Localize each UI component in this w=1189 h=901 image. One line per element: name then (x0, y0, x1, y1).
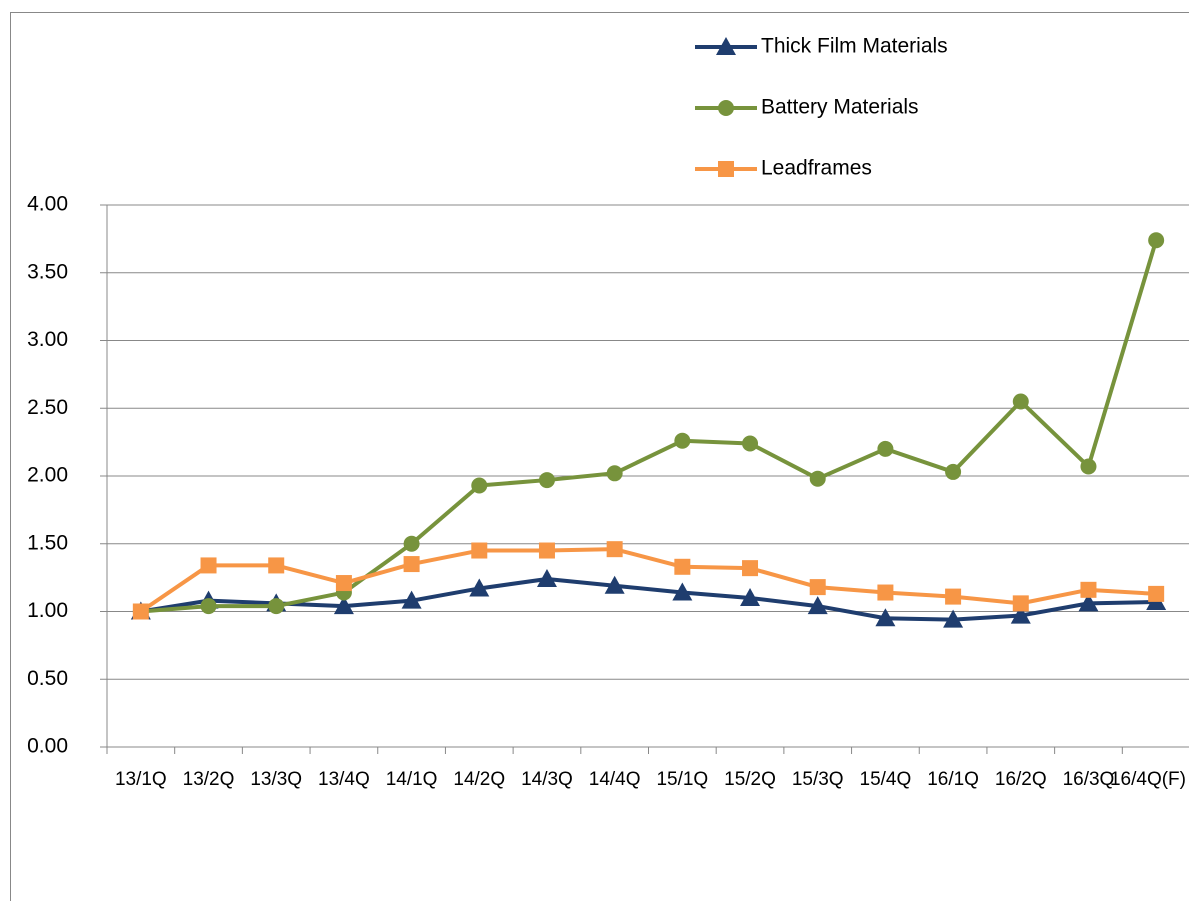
y-tick-label: 3.50 (27, 260, 68, 283)
x-tick-label: 14/1Q (386, 769, 438, 790)
point (200, 557, 217, 574)
point (672, 582, 693, 601)
point (132, 603, 149, 620)
point (538, 472, 555, 489)
point (403, 535, 420, 552)
point (742, 435, 759, 452)
point (606, 465, 623, 482)
x-tick-label: 15/3Q (792, 769, 844, 790)
point (809, 579, 826, 596)
legend-label: Leadframes (761, 157, 872, 180)
point (809, 470, 826, 487)
point (268, 557, 285, 574)
series-line (139, 547, 1157, 614)
point (1012, 595, 1029, 612)
legend-marker (718, 100, 734, 116)
x-tick-label: 14/3Q (521, 769, 573, 790)
point (333, 596, 354, 615)
legend-marker (718, 161, 734, 177)
point (403, 556, 420, 573)
x-tick-label: 13/2Q (183, 769, 235, 790)
y-tick-label: 2.50 (27, 396, 68, 419)
point (1080, 458, 1097, 475)
y-tick-label: 0.50 (27, 667, 68, 690)
point (268, 598, 285, 615)
point (401, 590, 422, 609)
x-tick-label: 15/4Q (860, 769, 912, 790)
point (1148, 585, 1165, 602)
point (538, 542, 555, 559)
point (536, 568, 557, 587)
series-line (140, 576, 1157, 622)
point (945, 588, 962, 605)
point (740, 587, 761, 606)
point (945, 463, 962, 480)
x-tick-label: 16/3Q (1063, 769, 1115, 790)
x-tick-label: 15/1Q (656, 769, 708, 790)
legend-label: Thick Film Materials (761, 35, 948, 58)
x-tick-label: 13/3Q (250, 769, 302, 790)
x-tick-label: 14/4Q (589, 769, 641, 790)
legend-label: Battery Materials (761, 96, 919, 119)
point (471, 477, 488, 494)
point (606, 541, 623, 558)
point (1080, 581, 1097, 598)
x-tick-label: 14/2Q (453, 769, 505, 790)
y-tick-label: 4.00 (27, 193, 68, 216)
point (1012, 393, 1029, 410)
point (877, 440, 894, 457)
point (1078, 593, 1099, 612)
point (742, 560, 759, 577)
point (877, 584, 894, 601)
point (335, 575, 352, 592)
point (807, 596, 828, 615)
point (1010, 605, 1031, 624)
x-tick-label: 13/1Q (115, 769, 167, 790)
point (943, 609, 964, 628)
x-tick-label: 13/4Q (318, 769, 370, 790)
y-tick-label: 1.00 (27, 599, 68, 622)
point (674, 558, 691, 575)
point (200, 598, 217, 615)
y-tick-label: 1.50 (27, 531, 68, 554)
y-tick-label: 0.00 (27, 735, 68, 758)
point (674, 432, 691, 449)
point (875, 608, 896, 627)
series-line (140, 239, 1159, 614)
point (469, 578, 490, 597)
y-tick-label: 2.00 (27, 464, 68, 487)
x-tick-label: 16/1Q (927, 769, 979, 790)
x-tick-label: 16/2Q (995, 769, 1047, 790)
chart-border (10, 12, 1189, 901)
x-tick-label: 16/4Q(F) (1110, 769, 1186, 790)
point (1148, 232, 1165, 249)
y-tick-label: 3.00 (27, 328, 68, 351)
x-tick-label: 15/2Q (724, 769, 776, 790)
legend-marker (716, 37, 736, 55)
point (471, 542, 488, 559)
point (604, 575, 625, 594)
